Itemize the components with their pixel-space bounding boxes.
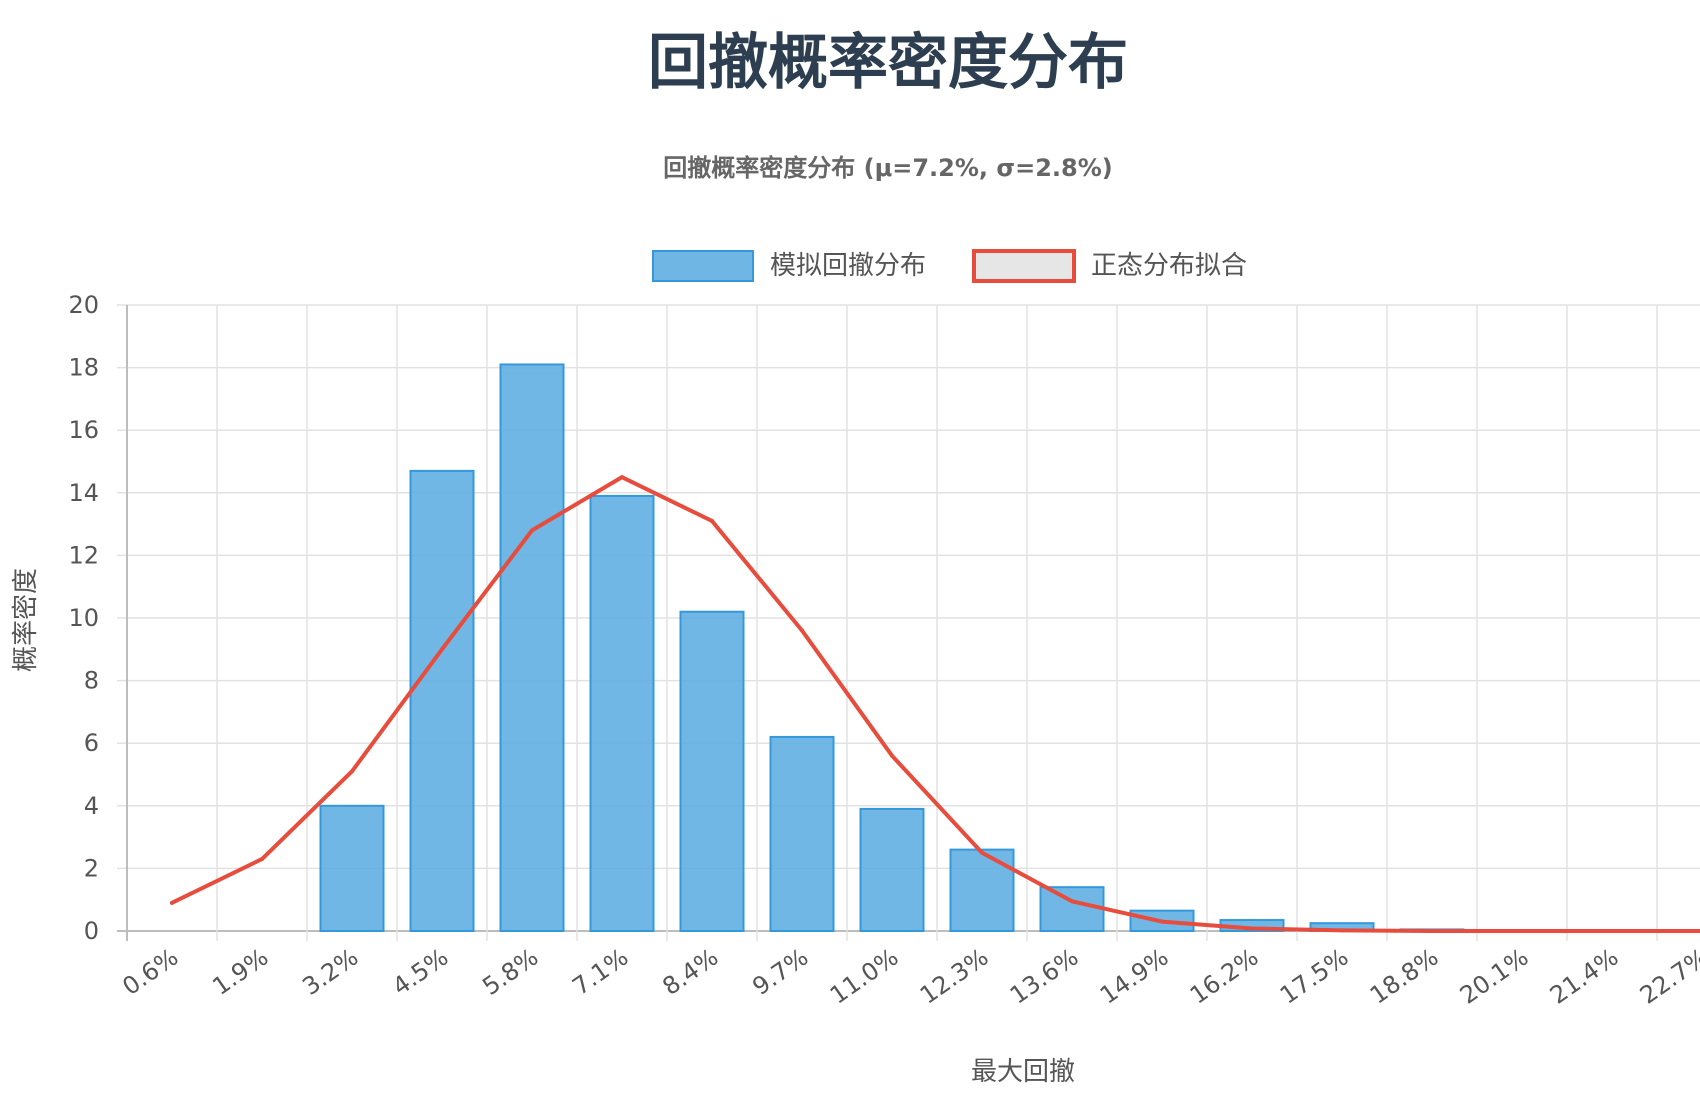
line-series <box>170 475 1700 933</box>
x-tick-label: 7.1% <box>567 943 633 1001</box>
y-axis-label: 概率密度 <box>11 568 41 672</box>
y-tick-label: 8 <box>84 667 99 695</box>
line-point <box>170 900 174 905</box>
x-tick-label: 9.7% <box>747 943 813 1001</box>
x-tick-label: 4.5% <box>387 943 453 1001</box>
bar <box>949 848 1015 932</box>
x-tick-label: 13.6% <box>1005 943 1084 1010</box>
x-tick-label: 21.4% <box>1545 943 1624 1010</box>
x-tick-label: 0.6% <box>117 943 183 1001</box>
x-tick-label: 14.9% <box>1095 943 1174 1010</box>
line-point <box>530 528 534 533</box>
legend[interactable]: 模拟回撤分布 正态分布拟合 <box>652 249 1247 283</box>
page-title: 回撤概率密度分布 <box>648 28 1128 98</box>
y-tick-label: 0 <box>84 917 99 945</box>
x-tick-label: 8.4% <box>657 943 723 1001</box>
x-tick-label: 22.7% <box>1635 943 1700 1010</box>
line-point <box>890 753 894 758</box>
bar-series <box>319 363 1465 933</box>
line-point <box>710 518 714 523</box>
x-axis-label: 最大回撤 <box>971 1057 1075 1087</box>
line-point <box>260 857 264 862</box>
x-tick-label: 20.1% <box>1455 943 1534 1010</box>
legend-label-line[interactable]: 正态分布拟合 <box>1091 251 1247 281</box>
y-tick-label: 18 <box>68 354 99 382</box>
y-tick-label: 4 <box>84 792 99 820</box>
line-point <box>1340 928 1344 933</box>
legend-swatch-line[interactable] <box>972 249 1076 283</box>
x-tick-label: 17.5% <box>1275 943 1354 1010</box>
line-point <box>800 628 804 633</box>
x-tick-label: 1.9% <box>207 943 273 1001</box>
bar <box>769 735 835 932</box>
line-point <box>980 850 984 855</box>
bar <box>1039 886 1105 932</box>
chart-subtitle: 回撤概率密度分布 (μ=7.2%, σ=2.8%) <box>663 154 1112 182</box>
x-tick-label: 3.2% <box>297 943 363 1001</box>
line-point <box>620 475 624 480</box>
y-tick-label: 2 <box>84 854 99 882</box>
series-line <box>170 475 1700 933</box>
x-tick-label: 5.8% <box>477 943 543 1001</box>
x-tick-label: 11.0% <box>825 943 904 1010</box>
line-point <box>1610 929 1614 933</box>
line-point <box>1070 899 1074 904</box>
line-point <box>1430 929 1434 933</box>
y-tick-label: 14 <box>68 479 99 507</box>
y-tick-label: 10 <box>68 604 99 632</box>
bar <box>679 610 745 932</box>
x-tick-label: 12.3% <box>915 943 994 1010</box>
line-point <box>1250 926 1254 931</box>
bar <box>499 363 565 933</box>
line-point <box>350 769 354 774</box>
legend-label-bars[interactable]: 模拟回撤分布 <box>770 251 926 281</box>
y-tick-label: 16 <box>68 416 99 444</box>
x-tick-label: 16.2% <box>1185 943 1264 1010</box>
y-tick-label: 6 <box>84 729 99 757</box>
bar <box>589 494 655 932</box>
y-tick-label: 20 <box>68 291 99 319</box>
bar <box>859 807 925 932</box>
legend-swatch-bars[interactable] <box>652 250 754 282</box>
x-axis: 0.6% 1.9% 3.2% 4.5% 5.8% 7.1% 8.4% 9.7% 11.0% 12.… <box>117 943 1700 1010</box>
line-point <box>1520 929 1524 933</box>
bar <box>409 469 475 932</box>
y-tick-label: 12 <box>68 541 99 569</box>
line-point <box>1160 919 1164 924</box>
bar <box>319 804 385 932</box>
y-axis: 0 2 4 6 8 10 12 14 16 18 20 <box>68 291 99 945</box>
line-point <box>440 647 444 652</box>
x-tick-label: 18.8% <box>1365 943 1444 1010</box>
